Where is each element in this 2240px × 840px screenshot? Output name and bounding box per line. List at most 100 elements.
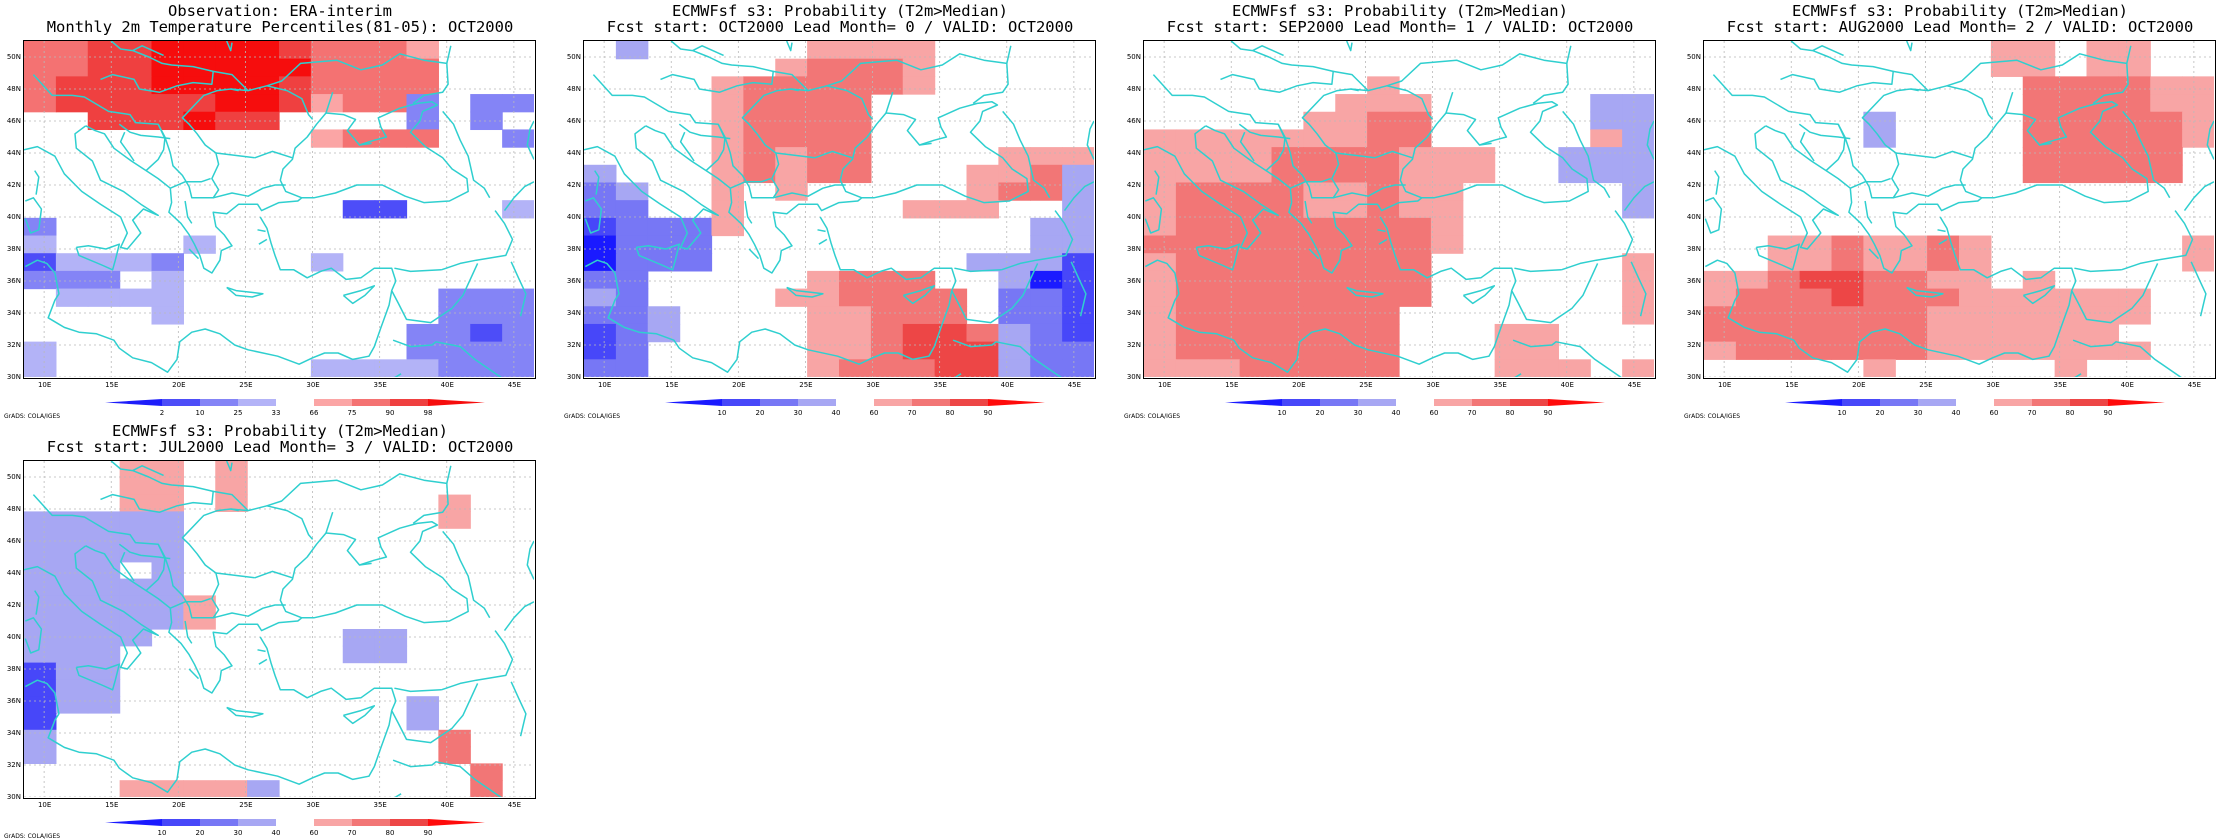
- grid-cell: [406, 696, 439, 714]
- grid-cell: [87, 679, 121, 697]
- grid-cell: [119, 578, 153, 596]
- grid-cell: [2182, 253, 2214, 272]
- grid-cell: [87, 561, 121, 580]
- grid-cell: [902, 76, 936, 95]
- grid-cell: [1335, 270, 1368, 290]
- colorbar-label: 40: [272, 829, 281, 837]
- colorbar-swatch: [1320, 399, 1358, 406]
- grid-cell: [1144, 288, 1177, 307]
- lat-tick-label: 42N: [1686, 181, 1701, 189]
- grid-cell: [902, 58, 936, 77]
- grid-cell: [87, 629, 121, 647]
- colorbar-swatch: [238, 819, 276, 826]
- lon-tick-label: 20E: [172, 801, 186, 809]
- panel-lead-month-3: ECMWFsf s3: Probability (T2m>Median) Fcst…: [0, 420, 560, 840]
- grid-cell: [1207, 164, 1241, 184]
- grid-cell: [1863, 253, 1896, 272]
- grid-cell: [615, 217, 649, 237]
- coastline: [817, 229, 826, 233]
- grid-cell: [374, 58, 408, 77]
- grid-cell: [1062, 306, 1094, 325]
- lat-tick-label: 38N: [566, 245, 581, 253]
- grid-cell: [215, 780, 248, 797]
- lat-tick-label: 46N: [1686, 117, 1701, 125]
- grid-cell: [775, 164, 808, 184]
- grid-cell: [2054, 306, 2088, 325]
- grid-cell: [119, 780, 153, 797]
- coastline: [1070, 261, 1087, 317]
- grid-cell: [934, 359, 968, 377]
- grid-cell: [1271, 288, 1304, 307]
- coastline: [342, 705, 376, 725]
- coastline: [119, 131, 135, 162]
- grid-cell: [502, 94, 534, 113]
- coastline: [1377, 229, 1386, 233]
- lon-tick-label: 30E: [306, 381, 320, 389]
- coastline: [2121, 210, 2194, 271]
- coastline: [359, 142, 372, 146]
- grid-cell: [1239, 359, 1273, 377]
- grid-cell: [374, 629, 408, 647]
- colorbar-swatch: [428, 819, 485, 826]
- grid-cell: [1271, 341, 1304, 360]
- coastline: [1479, 142, 1492, 146]
- coastline: [85, 521, 469, 694]
- grid-cell: [1207, 182, 1241, 201]
- colorbar-swatch: [200, 399, 238, 406]
- grid-cell: [1367, 270, 1400, 290]
- coastline: [692, 45, 724, 57]
- colorbar-label: 70: [908, 409, 917, 417]
- coastline: [170, 597, 211, 609]
- coastline: [394, 687, 442, 693]
- grid-cell: [1959, 323, 1992, 343]
- grid-cell: [87, 511, 121, 529]
- grid-cell: [87, 76, 121, 95]
- panel-title: Observation: ERA-interim Monthly 2m Tempe…: [0, 3, 560, 35]
- coastline: [1893, 70, 1929, 92]
- grid-cell: [2086, 58, 2119, 77]
- grid-cell: [87, 270, 121, 290]
- coastline: [592, 74, 874, 199]
- grid-cell: [1430, 235, 1464, 254]
- grid-cell: [215, 477, 248, 496]
- grid-cell: [1959, 341, 1992, 360]
- grid-cell: [966, 200, 999, 219]
- grid-cell: [502, 359, 534, 377]
- lat-tick-label: 30N: [1126, 373, 1141, 381]
- grid-cell: [1335, 94, 1368, 113]
- colorbar-label: 20: [1316, 409, 1325, 417]
- grid-cell: [1207, 341, 1241, 360]
- grid-cell: [584, 200, 617, 219]
- coastline: [257, 229, 266, 233]
- grid-cell: [870, 58, 904, 77]
- grid-cell: [998, 359, 1031, 377]
- grid-cell: [1175, 147, 1209, 166]
- grid-cell: [1622, 147, 1654, 166]
- grid-cell: [55, 528, 89, 546]
- lon-tick-label: 10E: [1157, 381, 1172, 389]
- grid-cell: [374, 645, 408, 664]
- panel-title: ECMWFsf s3: Probability (T2m>Median) Fcst…: [560, 3, 1120, 35]
- grid-cell: [183, 41, 216, 60]
- coastline: [391, 263, 479, 324]
- colorbar-swatch: [874, 399, 912, 406]
- grid-cell: [87, 288, 121, 307]
- grid-cell: [183, 94, 216, 113]
- colorbar: 10 20 30 40 60 70 80 90: [665, 399, 1045, 417]
- grid-cell: [1335, 147, 1368, 166]
- grid-cell: [2054, 341, 2088, 360]
- grid-cell: [1735, 270, 1769, 290]
- colorbar: 2 10 25 33 66 75 90 98: [105, 399, 485, 417]
- grid-cell: [151, 270, 184, 290]
- panel-title-line1: ECMWFsf s3: Probability (T2m>Median): [1792, 2, 2128, 20]
- coastline: [818, 238, 828, 245]
- grid-cell: [1367, 253, 1400, 272]
- grid-cell: [1062, 217, 1094, 237]
- coastline: [145, 123, 166, 172]
- grid-cell: [87, 528, 121, 546]
- coastline: [118, 543, 171, 560]
- grid-cell: [1399, 164, 1432, 184]
- coastline: [510, 681, 527, 737]
- grid-cell: [1399, 270, 1432, 290]
- grid-cell: [1990, 288, 2024, 307]
